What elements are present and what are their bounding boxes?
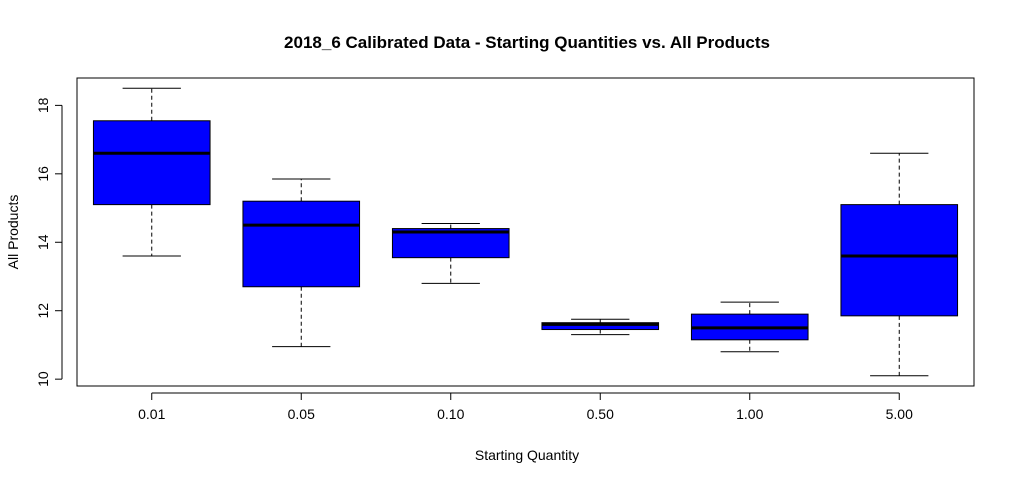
iqr-box (242, 200, 361, 288)
y-axis-label: All Products (5, 195, 21, 270)
box-5.00 (840, 152, 959, 377)
y-tick-label: 16 (35, 166, 51, 182)
box-0.10 (391, 222, 510, 284)
x-tick-label: 0.50 (587, 406, 614, 422)
y-tick-label: 12 (35, 303, 51, 319)
x-tick-label: 0.10 (437, 406, 464, 422)
box-0.50 (541, 318, 660, 336)
x-tick-label: 1.00 (736, 406, 763, 422)
chart-title: 2018_6 Calibrated Data - Starting Quanti… (284, 33, 770, 52)
x-tick-label: 0.05 (288, 406, 315, 422)
iqr-box (840, 204, 959, 317)
box-0.01 (92, 87, 211, 257)
boxes-group (92, 87, 959, 377)
iqr-box (92, 120, 211, 206)
x-tick-label: 5.00 (886, 406, 913, 422)
x-axis-label: Starting Quantity (475, 447, 579, 463)
iqr-box (541, 322, 660, 331)
box-0.05 (242, 178, 361, 348)
box-1.00 (690, 301, 809, 353)
y-tick-label: 10 (35, 371, 51, 387)
y-tick-label: 18 (35, 97, 51, 113)
x-axis: 0.01 0.05 0.10 0.50 1.00 5.00 (138, 392, 913, 422)
y-tick-label: 14 (35, 234, 51, 250)
y-axis: 10 12 14 16 18 (35, 97, 63, 387)
x-tick-label: 0.01 (138, 406, 165, 422)
plot-frame (76, 77, 975, 387)
